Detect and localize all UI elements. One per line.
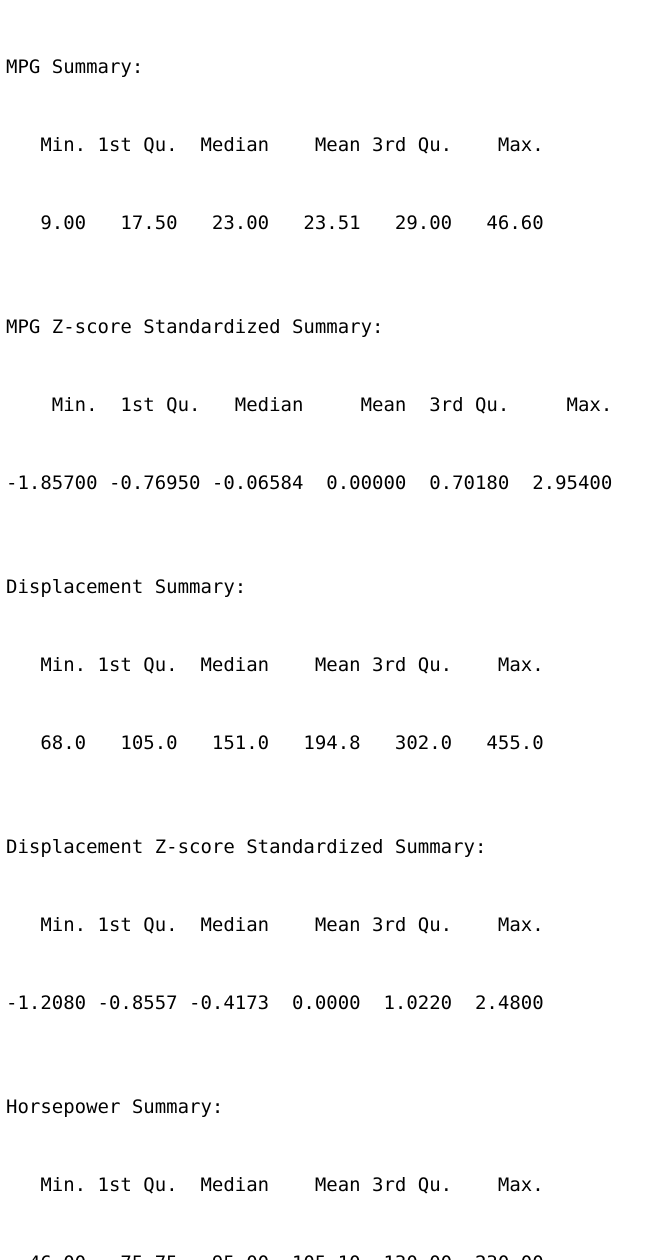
summary-title-displacement: Displacement Summary: xyxy=(6,576,247,598)
summary-title-horsepower: Horsepower Summary: xyxy=(6,1096,224,1118)
summary-title-mpg: MPG Summary: xyxy=(6,56,144,78)
summary-header-row: Min. 1st Qu. Median Mean 3rd Qu. Max. xyxy=(6,654,556,676)
summary-header-row: Min. 1st Qu. Median Mean 3rd Qu. Max. xyxy=(6,914,556,936)
summary-values-row: 9.00 17.50 23.00 23.51 29.00 46.60 xyxy=(6,212,556,234)
summary-title-displacement-zscore: Displacement Z-score Standardized Summar… xyxy=(6,836,487,858)
summary-values-row: 46.00 75.75 95.00 105.10 130.00 230.00 xyxy=(6,1250,650,1260)
summary-header-row: Min. 1st Qu. Median Mean 3rd Qu. Max. xyxy=(6,1174,556,1196)
summary-values-row: -1.85700 -0.76950 -0.06584 0.00000 0.701… xyxy=(6,472,624,494)
summary-header-row: Min. 1st Qu. Median Mean 3rd Qu. Max. xyxy=(6,134,556,156)
summary-values-row: -1.2080 -0.8557 -0.4173 0.0000 1.0220 2.… xyxy=(6,992,556,1014)
summary-title-mpg-zscore: MPG Z-score Standardized Summary: xyxy=(6,316,384,338)
summary-header-row: Min. 1st Qu. Median Mean 3rd Qu. Max. xyxy=(6,394,624,416)
summary-values-row: 68.0 105.0 151.0 194.8 302.0 455.0 xyxy=(6,732,556,754)
